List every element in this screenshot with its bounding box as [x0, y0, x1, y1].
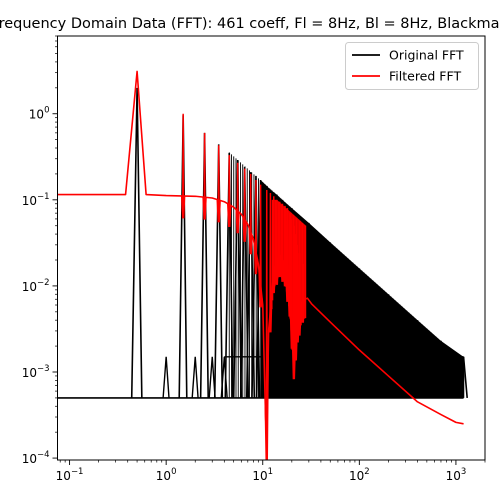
filtered-fft-peak: [242, 168, 247, 242]
series-original-fft: [57, 87, 468, 399]
filtered-fft-peak: [248, 173, 253, 255]
x-tick-label: 103: [446, 467, 467, 483]
legend-label-original: Original FFT: [389, 48, 464, 63]
x-tick-label: 101: [252, 467, 273, 483]
filtered-fft-curve: [57, 70, 464, 444]
original-fft-secondary-peak: [162, 356, 170, 398]
legend-label-filtered: Filtered FFT: [389, 69, 461, 84]
y-tick-label: 10−1: [22, 192, 50, 208]
legend: Original FFT Filtered FFT: [345, 42, 479, 90]
original-fft-secondary-peak: [208, 356, 216, 398]
chart-title: Frequency Domain Data (FFT): 461 coeff, …: [0, 16, 500, 32]
y-tick-label: 100: [29, 106, 50, 122]
filtered-fft-peak: [180, 113, 186, 219]
filtered-fft-peak: [202, 132, 207, 220]
y-tick-label: 10−3: [22, 364, 50, 380]
plot-frame: [57, 35, 486, 461]
filtered-fft-peak: [264, 190, 269, 460]
x-tick-label: 102: [349, 467, 370, 483]
series-layer: [57, 70, 468, 460]
filtered-fft-peak: [253, 179, 259, 275]
x-tick-label: 100: [156, 467, 177, 483]
original-fft-peak: [130, 87, 143, 398]
filtered-fft-peak: [227, 155, 232, 228]
x-axis: 10−1 100 101 102 103: [56, 460, 486, 483]
filtered-fft-peak: [216, 145, 221, 223]
original-fft-secondary-peak: [191, 356, 199, 398]
filtered-fft-peak: [235, 162, 240, 234]
filtered-fft-peak: [268, 193, 273, 333]
x-tick-label: 10−1: [56, 467, 84, 483]
y-tick-label: 10−4: [22, 450, 50, 466]
y-axis: 10−4 10−3 10−2 10−1 100: [22, 35, 58, 466]
series-filtered-fft: [57, 70, 464, 460]
filtered-fft-peak: [258, 184, 263, 308]
y-tick-label: 10−2: [22, 278, 50, 294]
original-fft-peak: [213, 144, 224, 398]
